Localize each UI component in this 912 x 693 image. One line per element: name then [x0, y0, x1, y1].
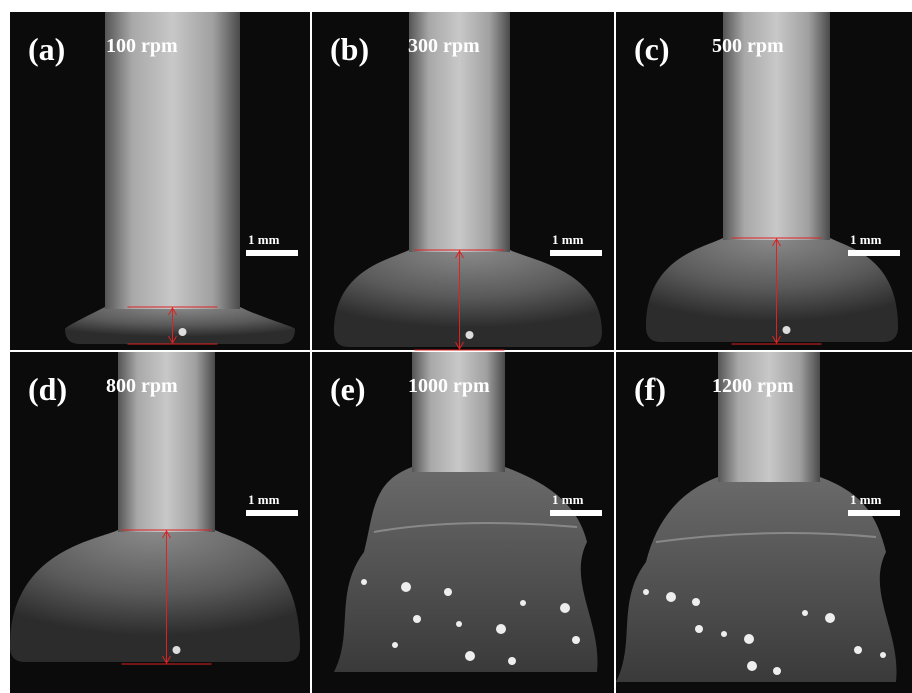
panel-label: (f) [634, 371, 666, 407]
particle [692, 598, 700, 606]
particle [496, 624, 506, 634]
scale-bar [848, 250, 900, 256]
particle [744, 634, 754, 644]
particle [782, 326, 791, 334]
speed-label: 300 rpm [408, 35, 480, 57]
particle [560, 603, 570, 613]
particle [508, 657, 516, 665]
arrow-head [168, 306, 177, 316]
scale-bar [550, 250, 602, 256]
panel-label: (b) [330, 31, 369, 67]
arrow-head [168, 335, 177, 345]
scale-label: 1 mm [850, 492, 882, 507]
scale-label: 1 mm [552, 232, 584, 247]
panel-label: (d) [28, 371, 67, 407]
rod [723, 12, 830, 240]
flare-base [10, 530, 300, 662]
scale-label: 1 mm [248, 232, 280, 247]
particle [413, 615, 421, 623]
panel: (b) 300 rpm 1 mm [312, 12, 614, 351]
scale-bar [246, 510, 298, 516]
scale-label: 1 mm [248, 492, 280, 507]
arrow-head [455, 341, 464, 351]
particle [666, 592, 676, 602]
particle [854, 646, 862, 654]
deformed-bulge [616, 477, 897, 682]
panel-label: (a) [28, 31, 65, 67]
flare-base [646, 238, 898, 342]
arrow-head [455, 249, 464, 259]
arrow-head [162, 529, 171, 539]
particle [747, 661, 757, 671]
panel: (c) 500 rpm 1 mm [616, 12, 912, 350]
rod [118, 352, 215, 532]
particle [880, 652, 886, 658]
particle [773, 667, 781, 675]
particle [456, 621, 462, 627]
flare-base [334, 250, 602, 347]
flare-base [65, 307, 295, 344]
particle [802, 610, 808, 616]
rod [105, 12, 240, 309]
rod [412, 352, 505, 472]
arrow-head [772, 335, 781, 345]
scale-label: 1 mm [850, 232, 882, 247]
panel-label: (c) [634, 31, 670, 67]
scale-bar [550, 510, 602, 516]
ridge [655, 532, 877, 543]
arrow-head [772, 237, 781, 247]
particle [825, 613, 835, 623]
particle [178, 328, 187, 336]
scale-bar [848, 510, 900, 516]
panel: (e) 1000 rpm 1 mm [312, 352, 614, 693]
rod [409, 12, 510, 252]
speed-label: 800 rpm [106, 375, 178, 397]
panel: (a) 100 rpm 1 mm [10, 12, 310, 350]
particle [465, 651, 475, 661]
ridge [373, 522, 578, 533]
arrow-head [162, 655, 171, 665]
scale-label: 1 mm [552, 492, 584, 507]
particle [401, 582, 411, 592]
speed-label: 1200 rpm [712, 375, 794, 397]
panel: (f) 1200 rpm 1 mm [616, 352, 912, 693]
particle [392, 642, 398, 648]
speed-label: 100 rpm [106, 35, 178, 57]
particle [465, 331, 474, 339]
particle [444, 588, 452, 596]
speed-label: 500 rpm [712, 35, 784, 57]
panel-label: (e) [330, 371, 366, 407]
scale-bar [246, 250, 298, 256]
particle [172, 646, 181, 654]
particle [721, 631, 727, 637]
particle [643, 589, 649, 595]
panel: (d) 800 rpm 1 mm [10, 352, 310, 693]
particle [520, 600, 526, 606]
particle [361, 579, 367, 585]
rod [718, 352, 820, 482]
speed-label: 1000 rpm [408, 375, 490, 397]
particle [695, 625, 703, 633]
deformed-bulge [334, 467, 598, 672]
particle [572, 636, 580, 644]
